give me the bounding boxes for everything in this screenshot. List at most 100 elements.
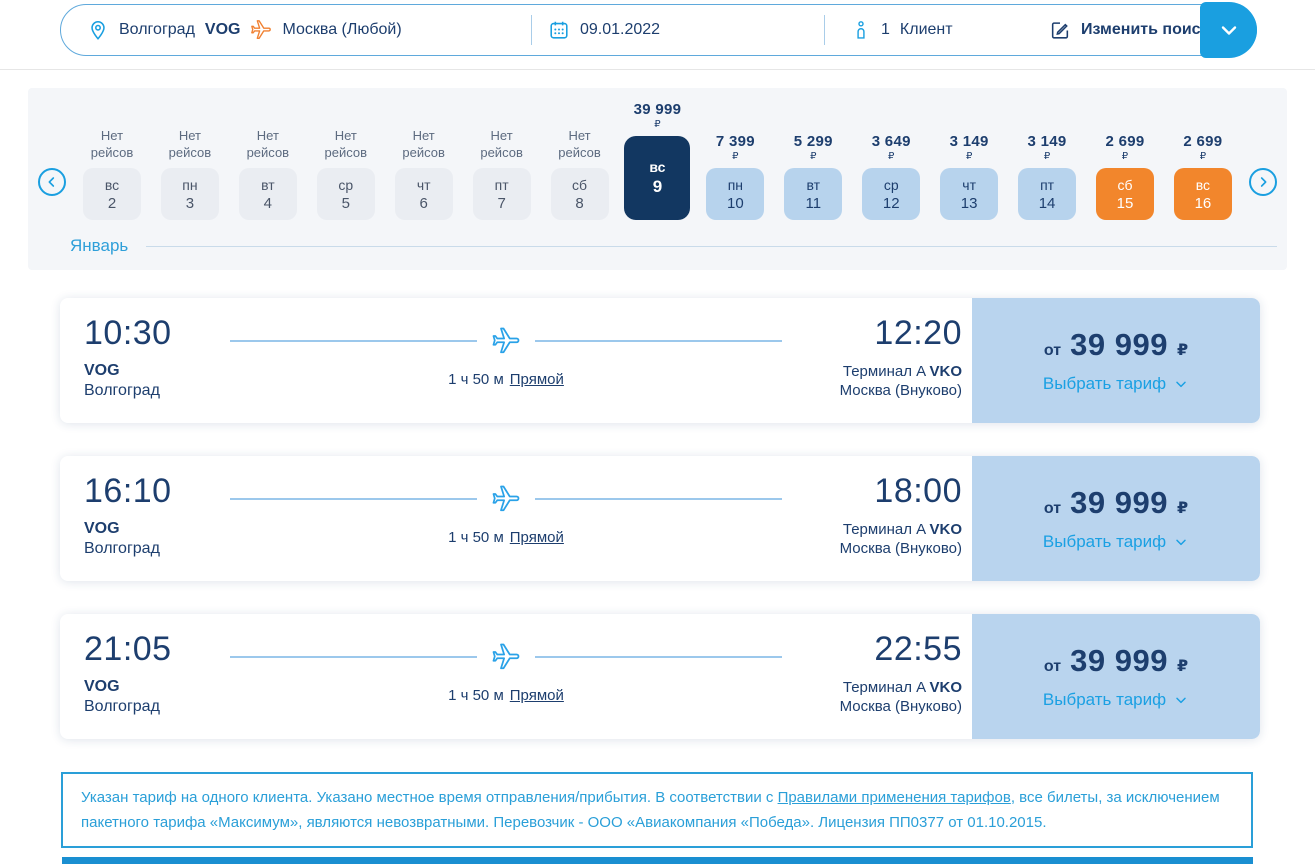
- day-of-week: сб: [1117, 176, 1133, 193]
- passenger-summary: 1 Клиент: [825, 5, 1037, 55]
- day-column: 2 699 ₽ сб 15: [1089, 98, 1161, 220]
- day-number: 10: [727, 194, 744, 212]
- day-cell[interactable]: сб 15: [1095, 168, 1154, 220]
- notice-text-after-link: , все билеты, за исключением пакетного т…: [81, 789, 1220, 832]
- flight-type-link[interactable]: Прямой: [509, 529, 564, 546]
- day-of-week: вс: [104, 176, 120, 193]
- day-cell[interactable]: пт 14: [1018, 168, 1077, 220]
- tariff-notice-box: Указан тариф на одного клиента. Указано …: [61, 772, 1253, 849]
- to-city: Москва (Любой): [282, 21, 402, 38]
- day-of-week: вс: [649, 159, 666, 175]
- departure-city: Волгоград: [84, 698, 160, 715]
- tariff-rules-link[interactable]: Правилами применения тарифов: [777, 789, 1011, 806]
- day-of-week: вс: [1195, 176, 1211, 193]
- day-column: Нет рейсов ср 5: [310, 98, 382, 220]
- route-line: [230, 484, 782, 514]
- route-line-left: [230, 656, 477, 658]
- day-price: 2 699 ₽: [1105, 133, 1144, 162]
- day-column-selected: 39 999 ₽ вс 9: [621, 98, 693, 220]
- day-cell[interactable]: чт 13: [940, 168, 999, 220]
- day-of-week: пт: [494, 176, 509, 193]
- price-amount: 7 399: [715, 133, 755, 150]
- arrival-time: 22:55: [874, 630, 962, 668]
- chevron-left-icon: [48, 177, 55, 187]
- flight-type-link[interactable]: Прямой: [509, 371, 564, 388]
- ruble-sign: ₽: [965, 151, 973, 162]
- day-cell[interactable]: чт 6: [394, 168, 453, 220]
- departure-info: 21:05 VOG Волгоград: [60, 614, 230, 739]
- day-of-week: пн: [182, 176, 198, 193]
- edit-search-button[interactable]: Изменить поиск: [1037, 5, 1256, 55]
- day-number: 15: [1116, 194, 1134, 212]
- day-column: Нет рейсов вс 2: [76, 98, 148, 220]
- ruble-sign: ₽: [1176, 342, 1189, 359]
- flight-duration: 1 ч 50 м: [448, 687, 504, 704]
- select-tariff-button[interactable]: Выбрать тариф: [1043, 690, 1189, 710]
- departure-info: 16:10 VOG Волгоград: [60, 456, 230, 581]
- no-flights-label: Нет рейсов: [168, 128, 212, 161]
- airplane-icon: [492, 327, 520, 354]
- day-of-week: пт: [1040, 176, 1055, 193]
- from-city: Волгоград: [119, 21, 195, 38]
- date-summary: 09.01.2022: [532, 5, 824, 55]
- day-of-week: чт: [962, 176, 976, 193]
- price-panel: от 39 999 ₽ Выбрать тариф: [972, 456, 1260, 581]
- route-line-right: [535, 340, 782, 342]
- day-of-week: сб: [572, 176, 588, 193]
- airplane-icon: [492, 643, 520, 670]
- arrival-airport-code: VKO: [929, 363, 962, 380]
- expand-search-button[interactable]: [1200, 2, 1257, 58]
- month-label: Январь: [70, 236, 129, 255]
- carousel-prev-button[interactable]: [38, 168, 66, 196]
- day-cell[interactable]: вс 16: [1173, 168, 1232, 220]
- notice-text-before-link: Указан тариф на одного клиента. Указано …: [81, 789, 778, 806]
- price-line: от 39 999 ₽: [1044, 643, 1188, 679]
- day-of-week: ср: [338, 176, 354, 193]
- select-tariff-label: Выбрать тариф: [1042, 532, 1167, 551]
- day-cell[interactable]: вт 4: [238, 168, 297, 220]
- day-cell[interactable]: ср 5: [316, 168, 375, 220]
- day-price: 3 649 ₽: [872, 133, 911, 162]
- day-column: 3 149 ₽ чт 13: [933, 98, 1005, 220]
- day-of-week: пн: [727, 176, 744, 193]
- day-number: 14: [1038, 194, 1056, 212]
- day-cell[interactable]: ср 12: [862, 168, 921, 220]
- day-price: 3 149 ₽: [950, 133, 989, 162]
- no-flights-label: Нет рейсов: [324, 128, 368, 161]
- ruble-sign: ₽: [810, 151, 817, 162]
- day-of-week: ср: [883, 176, 899, 193]
- route-line-right: [535, 498, 782, 500]
- arrival-time: 12:20: [874, 314, 962, 352]
- no-flights-label: Нет рейсов: [558, 128, 601, 161]
- chevron-down-icon: [1221, 26, 1236, 35]
- day-cell[interactable]: вт 11: [784, 168, 843, 220]
- day-cell[interactable]: вс 2: [83, 168, 141, 220]
- day-cell[interactable]: пн 3: [160, 168, 219, 220]
- flight-type-link[interactable]: Прямой: [509, 687, 564, 704]
- search-summary-bar: Волгоград VOG Москва (Любой) 09.01.2022 …: [0, 0, 1315, 60]
- day-number: 2: [107, 194, 117, 212]
- search-summary-pill: Волгоград VOG Москва (Любой) 09.01.2022 …: [60, 4, 1257, 56]
- route-summary: Волгоград VOG Москва (Любой): [61, 5, 531, 55]
- ruble-sign: ₽: [1121, 151, 1129, 162]
- day-cell[interactable]: сб 8: [550, 168, 609, 220]
- month-row: Январь: [38, 236, 1277, 256]
- price-amount: 39 999: [1070, 327, 1168, 362]
- flight-card: 16:10 VOG Волгоград 1 ч 50 м Прямой 18:0…: [60, 456, 1260, 581]
- departure-airport-code: VOG: [84, 520, 120, 537]
- departure-city: Волгоград: [84, 540, 160, 557]
- price-panel: от 39 999 ₽ Выбрать тариф: [972, 298, 1260, 423]
- select-tariff-button[interactable]: Выбрать тариф: [1043, 532, 1189, 552]
- day-cell[interactable]: пт 7: [472, 168, 531, 220]
- ruble-sign: ₽: [1043, 151, 1051, 162]
- ruble-sign: ₽: [1199, 151, 1207, 162]
- no-flights-label: Нет рейсов: [90, 128, 134, 161]
- select-tariff-button[interactable]: Выбрать тариф: [1043, 374, 1189, 394]
- day-price: 2 699 ₽: [1183, 133, 1222, 162]
- day-cell-selected[interactable]: вс 9: [624, 136, 691, 220]
- carousel-next-button[interactable]: [1249, 168, 1277, 196]
- price-amount: 2 699: [1105, 133, 1145, 150]
- arrival-info: 18:00 Терминал A VKO Москва (Внуково): [782, 456, 972, 581]
- day-cell[interactable]: пн 10: [706, 168, 765, 220]
- price-amount: 3 649: [871, 133, 911, 150]
